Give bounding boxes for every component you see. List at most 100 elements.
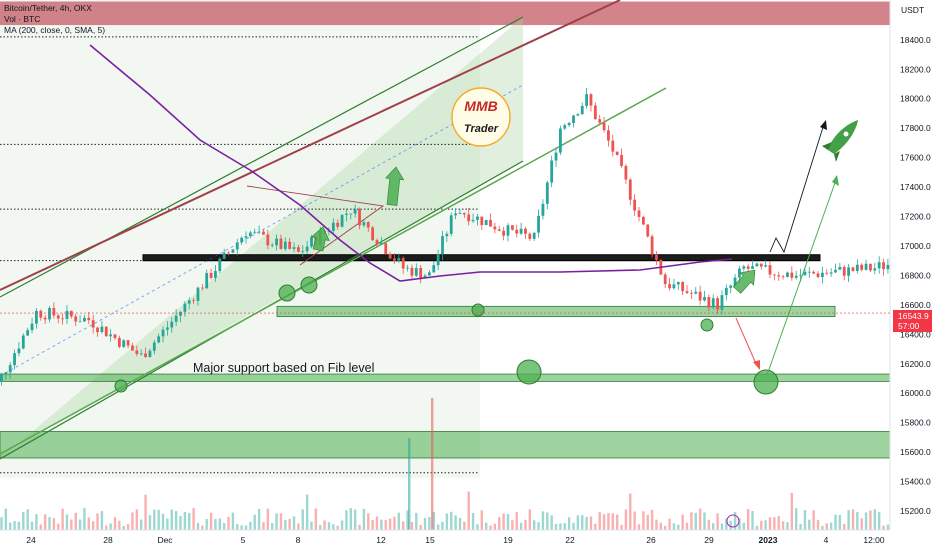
ma-indicator-label[interactable]: MA (200, close, 0, SMA, 5) (4, 25, 106, 35)
candle-body (345, 213, 348, 215)
candle-body (65, 310, 69, 319)
candle-body (663, 274, 667, 285)
volume-bar (489, 525, 492, 530)
volume-bar (829, 522, 833, 530)
candle-body (855, 264, 859, 272)
candle-body (39, 310, 43, 318)
volume-bar (441, 521, 444, 530)
volume-bar (725, 518, 728, 530)
volume-bar (620, 524, 623, 530)
volume-bar (332, 524, 335, 530)
candle-body (838, 266, 842, 270)
volume-bar (109, 523, 112, 530)
volume-bar (406, 510, 409, 530)
channel-midline (0, 84, 524, 377)
candle-body (681, 282, 685, 292)
candle-body (698, 291, 702, 301)
volume-bar (397, 512, 401, 530)
touch-circle (471, 303, 485, 317)
y-tick-label: 18200.0 (900, 64, 931, 74)
volume-bar (231, 512, 235, 530)
support-zone-upper (276, 305, 836, 318)
candle-body (738, 268, 741, 278)
candle-body (257, 231, 261, 233)
candle-body (458, 213, 462, 214)
candle-body (842, 266, 846, 276)
candle-body (131, 345, 134, 351)
volume-bar (380, 519, 383, 530)
volume-bar (467, 491, 470, 530)
volume-bar (100, 511, 104, 530)
candle-body (777, 275, 781, 277)
volume-bar (222, 523, 226, 530)
candle-body (572, 115, 575, 123)
volume-bar (764, 520, 767, 530)
projection-arrowhead-green (832, 175, 839, 186)
touch-markers (114, 276, 779, 395)
volume-bar (777, 516, 780, 530)
volume-bar (384, 520, 387, 530)
volume-bar (371, 520, 374, 530)
candle-body (462, 213, 466, 215)
volume-bar (729, 520, 732, 530)
candle-body (746, 266, 750, 269)
volume-bar (646, 514, 649, 530)
volume-bar (410, 521, 414, 530)
volume-bar (506, 514, 510, 530)
volume-bar (856, 511, 859, 530)
candle-body (825, 272, 829, 274)
volume-bar (581, 515, 584, 530)
candle-body (179, 311, 182, 316)
y-tick-label: 18400.0 (900, 35, 931, 45)
volume-bar (432, 511, 435, 530)
candle-body (240, 237, 244, 243)
candle-body (362, 222, 366, 226)
volume-label[interactable]: Vol · BTC (4, 14, 41, 24)
x-tick-label: 5 (241, 535, 246, 545)
volume-bar (201, 525, 204, 530)
volume-bar (655, 519, 658, 530)
candle-body (528, 233, 532, 239)
y-tick-label: 18000.0 (900, 94, 931, 104)
volume-bar (816, 520, 820, 530)
volume-bar (624, 509, 628, 530)
ma-200-line (89, 44, 733, 282)
candle-body (56, 315, 60, 319)
bullish-arrow-right (732, 269, 756, 294)
support-trendline (0, 87, 667, 455)
volume-bar (851, 509, 855, 530)
events-icon (726, 514, 740, 528)
candle-body (772, 274, 776, 276)
volume-bar (39, 524, 42, 530)
volume-bar (795, 508, 798, 530)
symbol-label[interactable]: Bitcoin/Tether, 4h, OKX (4, 3, 92, 13)
volume-bar (672, 523, 676, 530)
volume-bar (166, 518, 169, 530)
volume-bar (742, 522, 745, 530)
volume-bar (436, 524, 440, 530)
candle-body (349, 213, 353, 215)
candle-body (607, 130, 610, 141)
candle-body (585, 94, 588, 106)
volume-bar (681, 514, 684, 530)
volume-bar (4, 508, 8, 530)
volume-bar (712, 523, 715, 530)
candle-body (812, 271, 816, 274)
volume-bar (314, 508, 318, 530)
candle-body (537, 215, 540, 233)
candle-body (821, 272, 824, 278)
candle-body (869, 263, 872, 271)
candle-body (227, 252, 230, 254)
candle-body (235, 242, 239, 250)
x-tick-label: 15 (425, 535, 435, 545)
volume-bar (22, 512, 25, 530)
volume-bar (61, 508, 64, 530)
x-tick-label: 8 (296, 535, 301, 545)
volume-bar (179, 516, 182, 530)
candle-body (493, 226, 497, 230)
y-tick-label: 16600.0 (900, 300, 931, 310)
volume-bar (864, 512, 868, 530)
y-tick-label: 16200.0 (900, 359, 931, 369)
